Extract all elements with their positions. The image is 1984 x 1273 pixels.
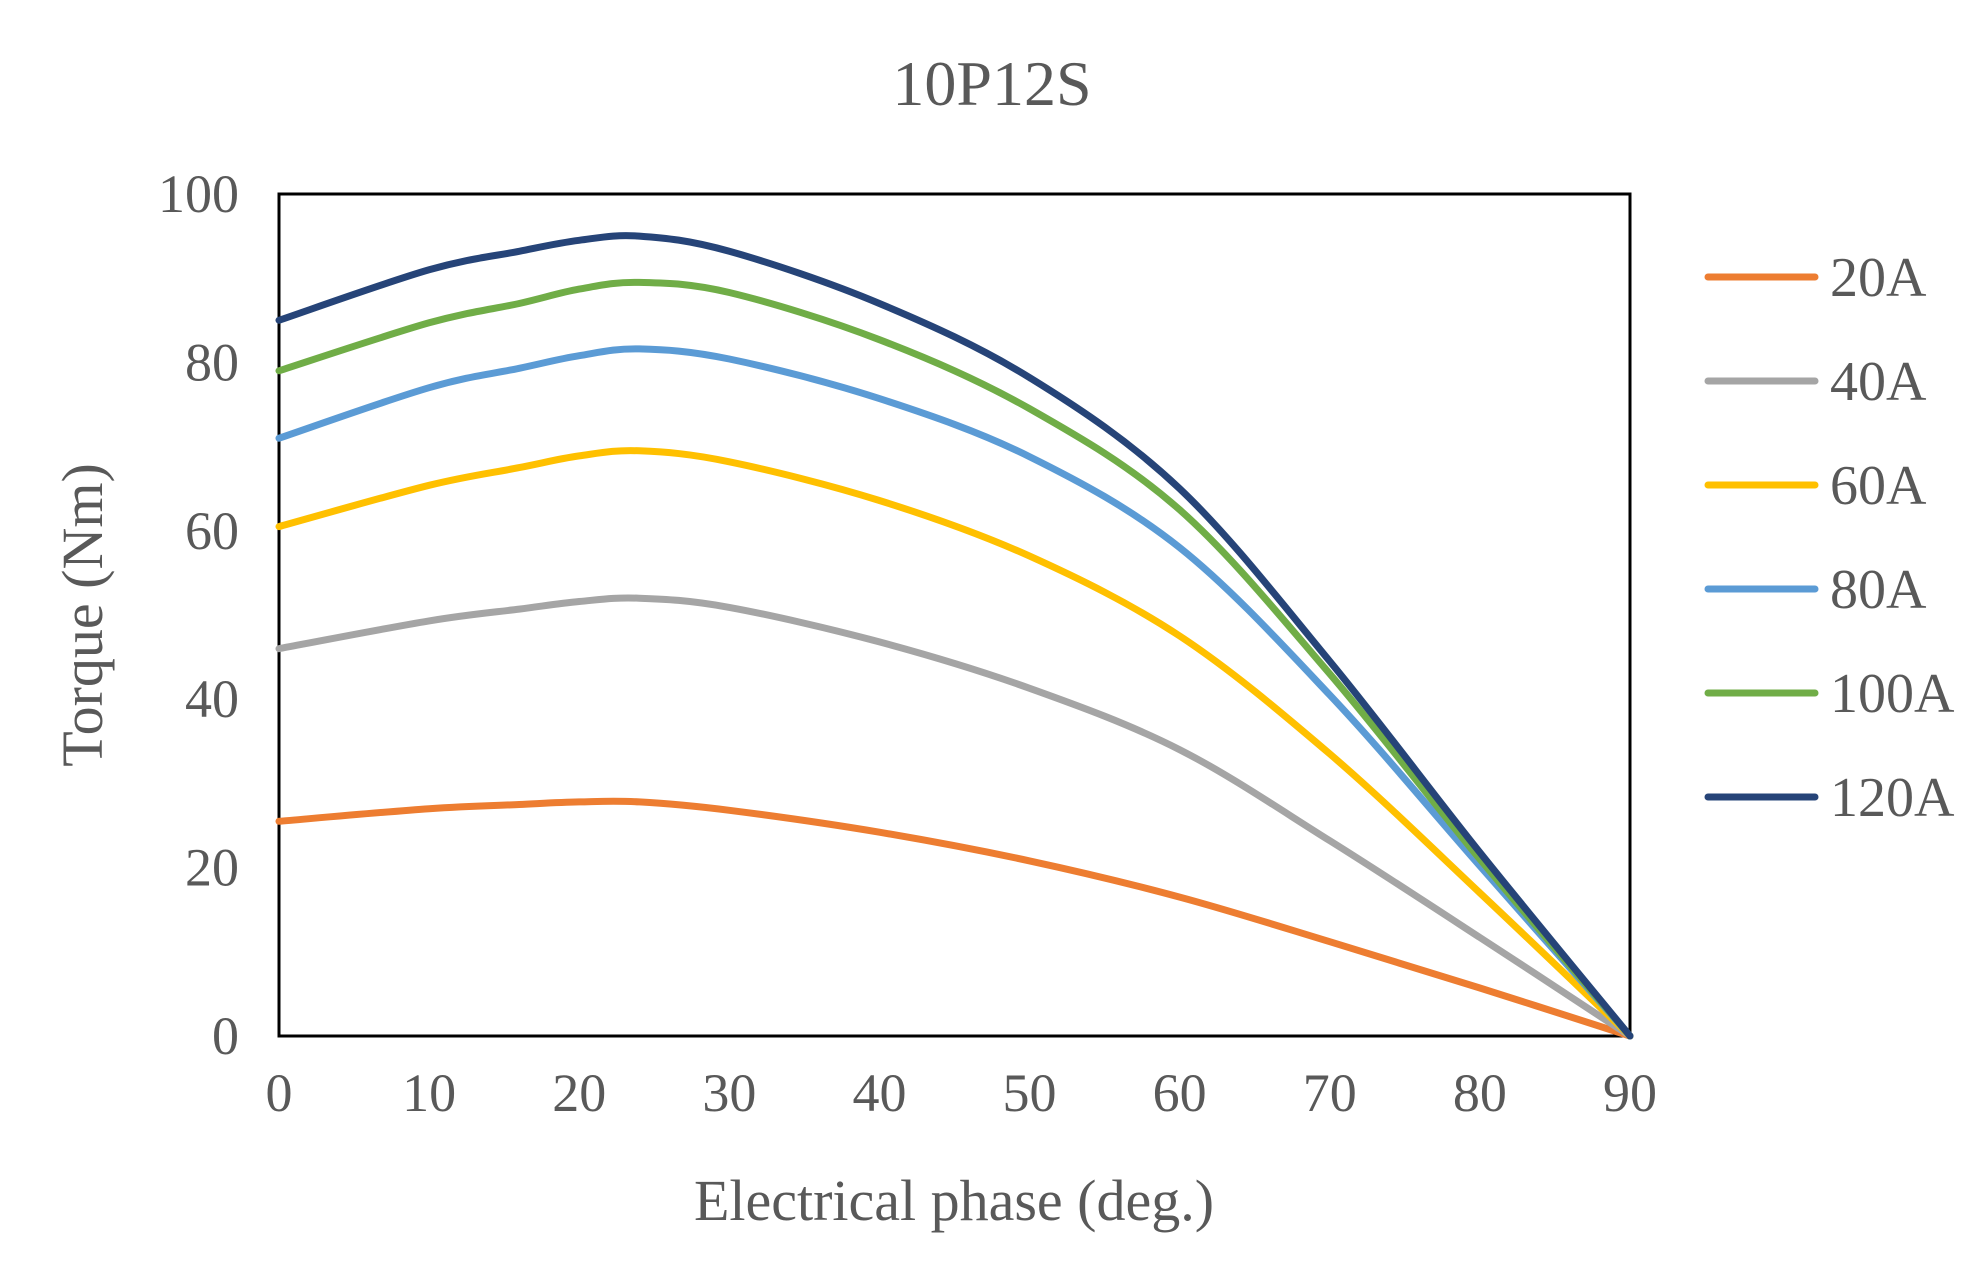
y-tick-label: 80 <box>185 332 239 392</box>
y-tick-label: 60 <box>185 501 239 561</box>
series-line-80a <box>275 345 1634 1040</box>
legend-label: 120A <box>1830 767 1955 829</box>
x-tick-label: 10 <box>402 1063 456 1123</box>
x-axis-ticks: 0 10 20 30 40 50 60 70 80 90 <box>266 1063 1658 1123</box>
series-line-60a <box>275 447 1634 1040</box>
series-line-100a <box>275 278 1634 1040</box>
x-tick-label: 0 <box>266 1063 293 1123</box>
x-tick-label: 60 <box>1153 1063 1207 1123</box>
series-layer <box>275 232 1634 1040</box>
y-tick-label: 100 <box>158 164 239 224</box>
chart-title: 10P12S <box>892 48 1091 119</box>
y-axis-ticks: 0 20 40 60 80 100 <box>158 164 239 1066</box>
x-axis-label: Electrical phase (deg.) <box>694 1168 1214 1233</box>
x-tick-label: 50 <box>1003 1063 1057 1123</box>
x-tick-label: 70 <box>1303 1063 1357 1123</box>
x-tick-label: 40 <box>852 1063 906 1123</box>
x-tick-label: 80 <box>1453 1063 1507 1123</box>
series-line-40a <box>275 594 1634 1040</box>
series-line-120a <box>275 232 1634 1040</box>
y-tick-label: 0 <box>212 1006 239 1066</box>
legend-label: 80A <box>1830 559 1927 621</box>
legend-label: 100A <box>1830 663 1955 725</box>
y-tick-label: 20 <box>185 838 239 898</box>
legend-label: 40A <box>1830 351 1927 413</box>
x-tick-label: 90 <box>1603 1063 1657 1123</box>
y-tick-label: 40 <box>185 669 239 729</box>
x-tick-label: 30 <box>702 1063 756 1123</box>
legend: 20A 40A 60A 80A 100A 120A <box>1704 247 1955 829</box>
series-line-20a <box>275 797 1634 1040</box>
x-tick-label: 20 <box>552 1063 606 1123</box>
legend-label: 60A <box>1830 455 1927 517</box>
legend-label: 20A <box>1830 247 1927 309</box>
y-axis-label: Torque (Nm) <box>50 463 115 767</box>
plot-area <box>275 192 1634 1040</box>
